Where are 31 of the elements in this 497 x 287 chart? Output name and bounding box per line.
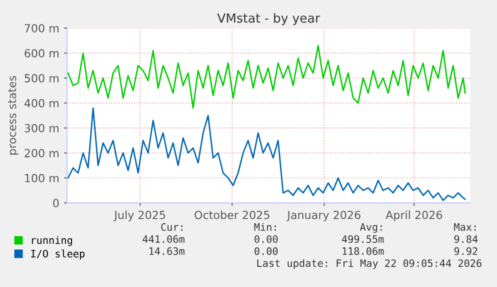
text: 499.55m	[342, 235, 384, 243]
text: Cur:	[161, 223, 182, 231]
x-tick-label: January 2026	[286, 210, 360, 222]
y-tick-label: 500 m	[24, 74, 59, 82]
text: 9.84	[454, 235, 478, 243]
y-tick-label: 100 m	[25, 174, 59, 182]
text: 118.06m	[342, 247, 384, 255]
x-tick-label: October 2025	[194, 210, 270, 220]
text: Avg:	[360, 223, 382, 233]
line-series	[67, 107, 466, 202]
x-tick-label: July 2025	[114, 210, 166, 222]
text: 14.63m	[149, 247, 184, 255]
text: 0.00	[254, 247, 278, 255]
text: 9.92	[454, 247, 478, 255]
y-tick-label: 700 m	[24, 24, 59, 33]
y-tick-label: 200 m	[24, 148, 59, 158]
text: Max:	[454, 223, 476, 231]
text: Min:	[254, 223, 276, 231]
y-tick-label: 0	[53, 198, 59, 208]
text: Last update: Fri May 22 09:05:44 2026	[257, 259, 482, 269]
text: 441.06m	[142, 235, 184, 243]
y-tick-label: 300 m	[24, 124, 59, 132]
text: 0.00	[254, 235, 278, 243]
chart-title: VMstat - by year	[217, 13, 320, 26]
y-tick-label: 400 m	[24, 99, 59, 108]
x-tick-label: April 2026	[386, 210, 442, 222]
legend-label: I/O sleep	[31, 250, 85, 260]
y-tick-label: 600 m	[24, 49, 59, 58]
y-axis-title: process states	[8, 76, 18, 155]
line-series	[67, 44, 466, 109]
legend-label: running	[32, 236, 72, 246]
